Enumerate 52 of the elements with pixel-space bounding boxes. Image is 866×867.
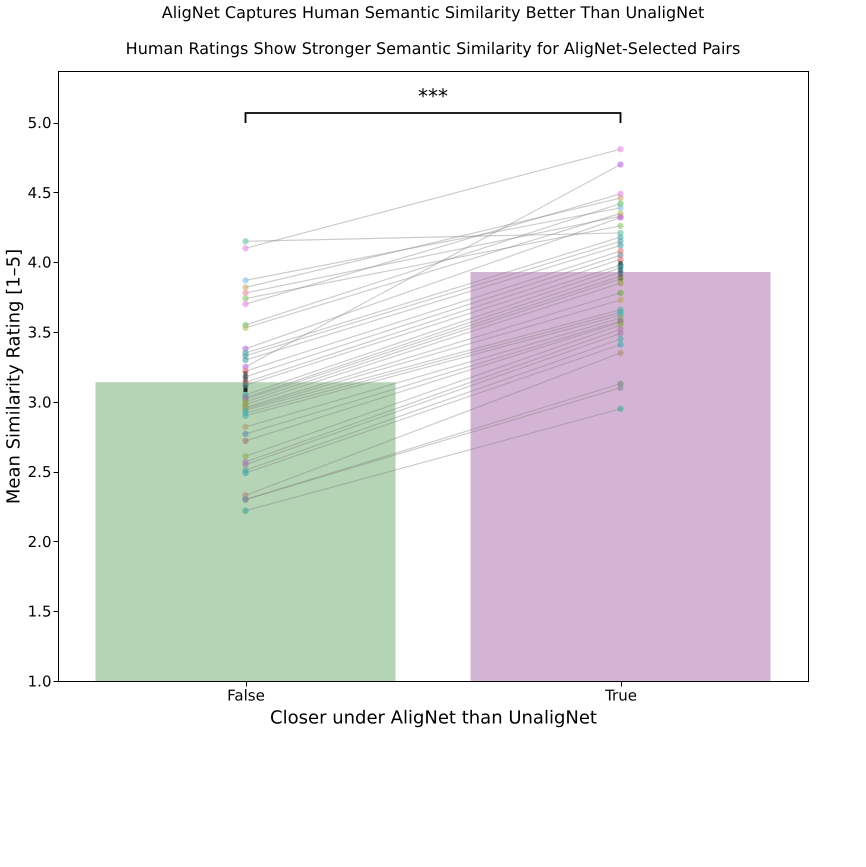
point bbox=[617, 280, 624, 286]
point bbox=[242, 356, 249, 364]
point bbox=[617, 200, 624, 207]
point bbox=[242, 438, 249, 444]
point bbox=[242, 238, 249, 244]
point bbox=[617, 242, 624, 249]
y-tick-label: 1.0 bbox=[28, 672, 52, 690]
point bbox=[242, 508, 249, 514]
point bbox=[242, 461, 249, 468]
point bbox=[242, 277, 249, 284]
y-tick-label: 2.0 bbox=[28, 532, 52, 551]
y-tick-label: 3.0 bbox=[28, 393, 52, 412]
point bbox=[242, 295, 249, 302]
point bbox=[242, 324, 249, 331]
point bbox=[242, 430, 249, 438]
point bbox=[242, 470, 249, 476]
point bbox=[242, 300, 249, 308]
point bbox=[617, 384, 624, 392]
chart-title: AligNet Captures Human Semantic Similarity Better Than UnaligNet bbox=[162, 3, 704, 22]
point bbox=[617, 290, 624, 296]
point bbox=[617, 350, 624, 356]
y-tick-label: 5.0 bbox=[28, 114, 52, 132]
point bbox=[617, 256, 624, 263]
point bbox=[242, 453, 249, 460]
point bbox=[617, 330, 624, 337]
point bbox=[242, 374, 249, 380]
y-tick-label: 1.5 bbox=[28, 602, 52, 621]
chart-subtitle: Human Ratings Show Stronger Semantic Similarity for AligNet-Selected Pairs bbox=[126, 39, 740, 58]
x-axis-title: Closer under AligNet than UnaligNet bbox=[270, 708, 597, 728]
point bbox=[617, 336, 624, 342]
x-tick-label: False bbox=[227, 686, 265, 704]
point bbox=[242, 284, 249, 291]
point bbox=[242, 245, 249, 252]
point bbox=[617, 406, 624, 412]
point bbox=[242, 290, 249, 296]
annotation: *** bbox=[418, 84, 448, 108]
point bbox=[617, 190, 624, 197]
point bbox=[242, 382, 249, 388]
x-tick-label: True bbox=[604, 686, 637, 704]
point bbox=[617, 296, 624, 304]
y-tick-label: 4.0 bbox=[28, 254, 52, 272]
point bbox=[617, 146, 624, 152]
point bbox=[617, 222, 624, 230]
y-axis-title: Mean Similarity Rating [1–5] bbox=[4, 248, 25, 504]
point bbox=[242, 412, 249, 419]
y-tick-label: 2.5 bbox=[28, 463, 52, 482]
y-tick-label: 3.5 bbox=[28, 324, 52, 342]
point bbox=[242, 368, 249, 374]
point bbox=[617, 161, 624, 168]
point bbox=[242, 424, 249, 430]
y-tick-label: 4.5 bbox=[28, 184, 52, 202]
point bbox=[617, 341, 624, 348]
